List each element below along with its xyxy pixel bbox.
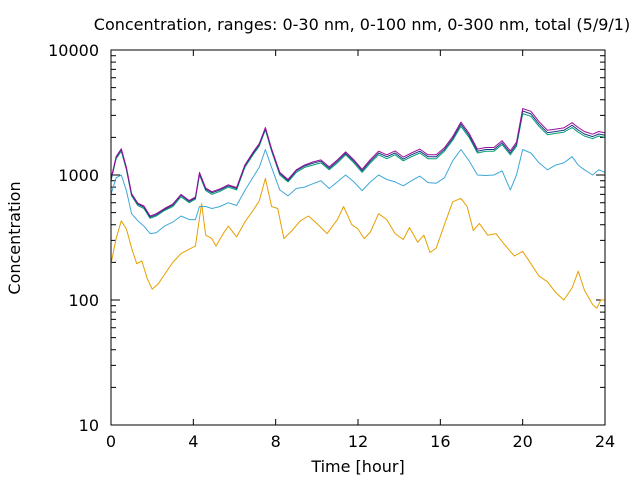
x-axis-label: Time [hour]	[310, 457, 404, 476]
x-tick-label: 16	[430, 432, 450, 451]
series-line-1	[110, 177, 605, 309]
y-tick-label: 10000	[48, 41, 99, 60]
y-axis-label: Concentration	[5, 181, 24, 294]
x-tick-label: 4	[188, 432, 198, 451]
plot-frame	[110, 49, 606, 426]
axis-ticks: 0 4 8 12 16 20 24 10 100 1000 10000	[48, 41, 615, 451]
series-line-2	[110, 149, 606, 235]
x-tick-label: 12	[348, 432, 368, 451]
x-tick-label: 8	[271, 432, 281, 451]
x-tick-label: 20	[512, 432, 532, 451]
x-tick-label: 24	[595, 432, 615, 451]
series-lines	[110, 108, 606, 309]
series-line-5	[110, 108, 606, 217]
y-tick-label: 100	[68, 291, 99, 310]
y-tick-label: 1000	[58, 166, 99, 185]
x-tick-label: 0	[106, 432, 116, 451]
y-tick-label: 10	[79, 416, 99, 435]
chart-title: Concentration, ranges: 0-30 nm, 0-100 nm…	[94, 15, 630, 34]
